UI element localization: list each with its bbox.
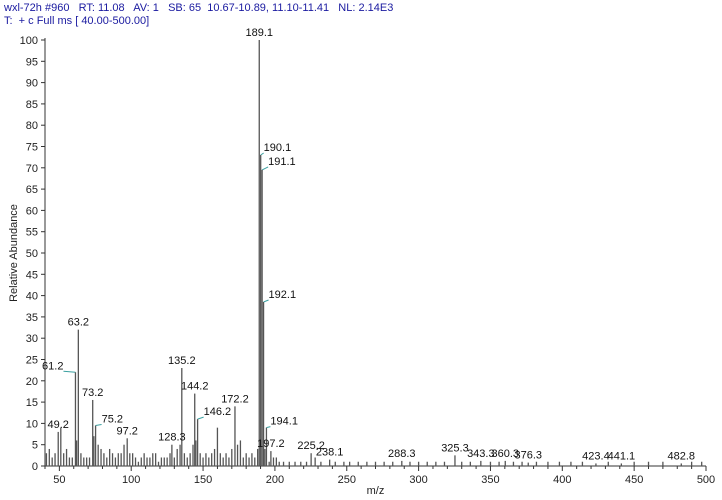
peak-label: 423.4 (582, 450, 610, 462)
y-tick-label: 30 (26, 333, 38, 345)
x-tick-label: 500 (697, 474, 715, 486)
y-tick-label: 90 (26, 78, 38, 90)
peak-label: 128.3 (158, 432, 186, 444)
peak-label: 238.1 (316, 447, 344, 459)
peak-label: 441.1 (608, 450, 636, 462)
y-tick-label: 20 (26, 376, 38, 388)
y-tick-label: 70 (26, 163, 38, 175)
peak-label-leader (197, 416, 204, 420)
chart-axes: 0 5 10 15 20 25 30 35 40 45 50 55 60 65 70 75 80 85 90 95 10… (20, 35, 716, 486)
peak-label-leader (95, 424, 102, 427)
y-tick-label: 35 (26, 312, 38, 324)
x-tick-label: 400 (553, 474, 571, 486)
x-tick-label: 50 (53, 474, 65, 486)
peak-label-leader (260, 152, 264, 156)
x-tick-label: 250 (338, 474, 356, 486)
peak-label: 194.1 (270, 416, 298, 428)
y-tick-label: 80 (26, 120, 38, 132)
x-tick-label: 450 (625, 474, 643, 486)
y-tick-label: 75 (26, 142, 38, 154)
peak-label: 197.2 (257, 438, 285, 450)
peak-label: 482.8 (668, 450, 696, 462)
y-tick-label: 15 (26, 397, 38, 409)
x-tick-label: 100 (122, 474, 140, 486)
peak-label: 343.3 (467, 448, 495, 460)
peak-label: 191.1 (268, 156, 296, 168)
peak-label: 225.2 (297, 440, 325, 452)
peak-label: 97.2 (116, 425, 137, 437)
y-tick-label: 10 (26, 418, 38, 430)
scan-header: wxl-72h #960 RT: 11.08 AV: 1 SB: 65 10.6… (4, 2, 394, 14)
y-axis-title: Relative Abundance (8, 204, 20, 302)
peak-labels: 189.1 190.1 191.1 192.1 63.2 61.2 135.2 144.2 73… (42, 27, 695, 462)
peak-label: 75.2 (102, 414, 123, 426)
peak-label: 192.1 (269, 289, 297, 301)
x-tick-label: 150 (194, 474, 212, 486)
peak-label: 61.2 (42, 360, 63, 372)
y-tick-label: 50 (26, 248, 38, 260)
peak-label: 63.2 (68, 317, 89, 329)
scan-filter: T: + c Full ms [ 40.00-500.00] (4, 15, 150, 27)
y-tick-label: 60 (26, 205, 38, 217)
x-tick-label: 350 (481, 474, 499, 486)
peak-label-leader (261, 166, 269, 171)
peak-label: 325.3 (441, 442, 469, 454)
peak-label: 144.2 (181, 381, 209, 393)
y-tick-label: 45 (26, 269, 38, 281)
x-tick-label: 200 (266, 474, 284, 486)
y-tick-label: 40 (26, 291, 38, 303)
spectrum-peaks (45, 40, 703, 466)
peak-label-leaders (63, 152, 271, 429)
y-tick-label: 85 (26, 99, 38, 111)
peak-label: 73.2 (82, 387, 103, 399)
y-tick-label: 25 (26, 355, 38, 367)
peak-label: 376.3 (514, 450, 542, 462)
y-tick-label: 0 (32, 461, 38, 473)
peak-label-leader (266, 426, 271, 429)
y-tick-label: 65 (26, 184, 38, 196)
peak-label: 190.1 (264, 142, 292, 154)
peak-label-leader (263, 299, 269, 303)
peak-label-leader (63, 370, 76, 373)
y-tick-label: 100 (20, 35, 38, 47)
peak-label: 360.3 (491, 448, 519, 460)
peak-label: 135.2 (168, 355, 196, 367)
peak-label: 172.2 (221, 393, 249, 405)
peak-label: 189.1 (245, 27, 273, 39)
x-tick-label: 300 (409, 474, 427, 486)
x-axis-title: m/z (367, 485, 385, 497)
peak-label: 288.3 (388, 448, 416, 460)
y-tick-label: 95 (26, 56, 38, 68)
y-tick-label: 55 (26, 227, 38, 239)
peak-label: 49.2 (48, 419, 69, 431)
peak-label: 146.2 (204, 406, 232, 418)
y-tick-label: 5 (32, 440, 38, 452)
